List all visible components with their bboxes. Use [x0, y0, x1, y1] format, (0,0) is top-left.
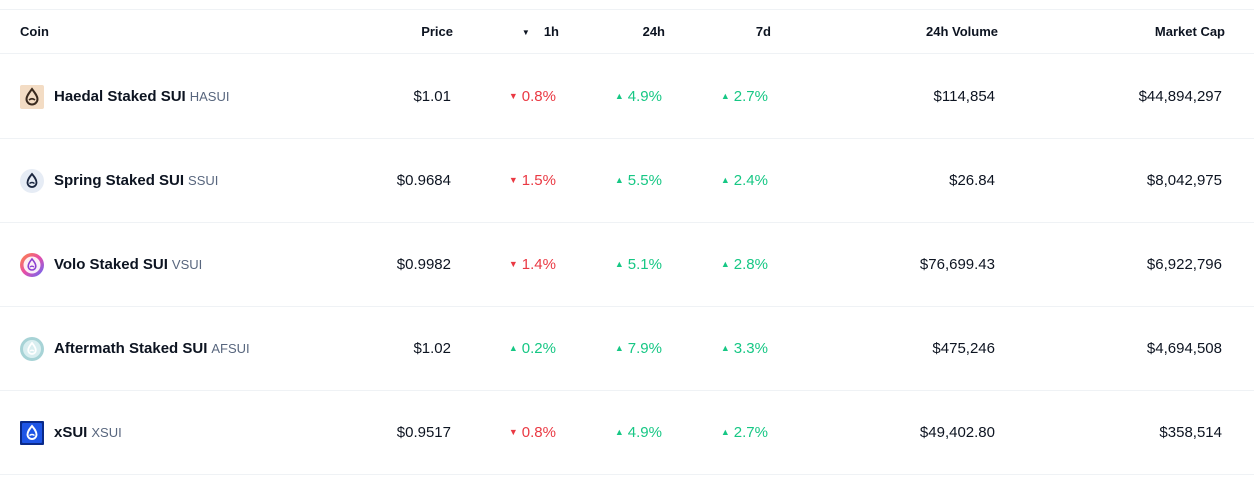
coin-name: Volo Staked SUI — [54, 256, 168, 273]
coin-volume: $49,402.80 — [919, 424, 995, 441]
change-1h: ▼ 0.8% — [509, 391, 556, 474]
change-24h: ▲ 5.1% — [615, 223, 662, 306]
change-1h-value: 0.8% — [521, 424, 556, 441]
header-24h-volume[interactable]: 24h Volume — [925, 24, 998, 39]
coin-volume: $76,699.43 — [919, 256, 995, 273]
change-1h: ▼ 1.5% — [509, 139, 556, 222]
table-top-border — [0, 9, 1254, 10]
change-1h-value: 1.5% — [521, 172, 556, 189]
table-row[interactable]: Aftermath Staked SUI AFSUI $1.02 ▲ 0.2% ▲ 7… — [0, 307, 1254, 391]
table-row[interactable]: xSUI XSUI $0.9517 ▼ 0.8% ▲ 4.9% ▲ 2.7% $49,4… — [0, 391, 1254, 475]
coin-symbol: SSUI — [188, 173, 219, 188]
coin-volume: $114,854 — [933, 88, 995, 105]
change-24h-value: 5.1% — [627, 256, 662, 273]
change-1h-value: 0.8% — [521, 88, 556, 105]
header-1h[interactable]: ▼ 1h — [522, 10, 559, 53]
change-1h-value: 1.4% — [521, 256, 556, 273]
coin-name-link[interactable]: Haedal Staked SUI HASUI — [54, 55, 229, 138]
coin-name: Aftermath Staked SUI — [54, 340, 208, 357]
caret-up-icon: ▲ — [614, 259, 624, 269]
change-7d-value: 2.8% — [733, 256, 768, 273]
table-row[interactable]: Volo Staked SUI VSUI $0.9982 ▼ 1.4% ▲ 5.1% … — [0, 223, 1254, 307]
header-price[interactable]: Price — [421, 24, 453, 39]
coin-symbol: AFSUI — [211, 341, 250, 356]
coin-price: $0.9982 — [396, 256, 451, 273]
coin-symbol: VSUI — [171, 257, 203, 272]
change-7d: ▲ 2.7% — [721, 391, 768, 474]
caret-down-icon: ▼ — [508, 259, 518, 269]
caret-up-icon: ▲ — [614, 175, 624, 185]
coin-symbol: XSUI — [91, 425, 122, 440]
coin-name: Haedal Staked SUI — [54, 88, 186, 105]
coin-volume: $475,246 — [932, 340, 995, 357]
coin-price: $1.02 — [413, 340, 451, 357]
coin-market-cap: $358,514 — [1159, 424, 1222, 441]
caret-down-icon: ▼ — [508, 427, 518, 437]
caret-up-icon: ▲ — [508, 343, 518, 353]
xsui-icon — [20, 421, 44, 445]
sort-descending-icon: ▼ — [521, 28, 530, 37]
change-1h-value: 0.2% — [521, 340, 556, 357]
caret-up-icon: ▲ — [614, 91, 624, 101]
coin-name-link[interactable]: xSUI XSUI — [54, 391, 122, 474]
change-7d: ▲ 2.4% — [721, 139, 768, 222]
coin-name-link[interactable]: Volo Staked SUI VSUI — [54, 223, 202, 306]
coin-name-link[interactable]: Spring Staked SUI SSUI — [54, 139, 218, 222]
change-7d-value: 2.7% — [733, 88, 768, 105]
volo-sui-icon — [20, 253, 44, 277]
caret-up-icon: ▲ — [720, 343, 730, 353]
header-1h-label: 1h — [543, 24, 559, 39]
header-coin[interactable]: Coin — [20, 24, 49, 39]
change-7d-value: 2.7% — [733, 424, 768, 441]
coin-price: $1.01 — [413, 88, 451, 105]
haedal-sui-icon — [20, 85, 44, 109]
coin-market-cap: $44,894,297 — [1138, 88, 1222, 105]
caret-up-icon: ▲ — [720, 427, 730, 437]
change-1h: ▼ 1.4% — [509, 223, 556, 306]
coin-market-cap: $4,694,508 — [1146, 340, 1222, 357]
caret-down-icon: ▼ — [508, 175, 518, 185]
caret-up-icon: ▲ — [720, 175, 730, 185]
caret-up-icon: ▲ — [614, 427, 624, 437]
header-7d[interactable]: 7d — [755, 24, 771, 39]
table-row[interactable]: Spring Staked SUI SSUI $0.9684 ▼ 1.5% ▲ 5.5… — [0, 139, 1254, 223]
caret-up-icon: ▲ — [614, 343, 624, 353]
coin-name: Spring Staked SUI — [54, 172, 185, 189]
coin-market-cap: $8,042,975 — [1146, 172, 1222, 189]
change-24h: ▲ 7.9% — [615, 307, 662, 390]
caret-up-icon: ▲ — [720, 91, 730, 101]
coin-volume: $26.84 — [949, 172, 995, 189]
change-24h: ▲ 4.9% — [615, 55, 662, 138]
change-24h-value: 7.9% — [627, 340, 662, 357]
change-24h-value: 4.9% — [627, 424, 662, 441]
coin-name-link[interactable]: Aftermath Staked SUI AFSUI — [54, 307, 250, 390]
change-7d: ▲ 2.8% — [721, 223, 768, 306]
change-24h-value: 5.5% — [627, 172, 662, 189]
coin-symbol: HASUI — [189, 89, 230, 104]
change-7d: ▲ 2.7% — [721, 55, 768, 138]
aftermath-sui-icon — [20, 337, 44, 361]
coin-market-cap: $6,922,796 — [1146, 256, 1222, 273]
header-24h[interactable]: 24h — [642, 24, 665, 39]
change-7d-value: 2.4% — [733, 172, 768, 189]
header-market-cap[interactable]: Market Cap — [1154, 24, 1225, 39]
change-1h: ▼ 0.8% — [509, 55, 556, 138]
coin-price: $0.9684 — [396, 172, 451, 189]
change-7d: ▲ 3.3% — [721, 307, 768, 390]
coin-price: $0.9517 — [396, 424, 451, 441]
table-row[interactable]: Haedal Staked SUI HASUI $1.01 ▼ 0.8% ▲ 4.9%… — [0, 55, 1254, 139]
change-24h-value: 4.9% — [627, 88, 662, 105]
coin-name: xSUI — [54, 424, 88, 441]
change-24h: ▲ 5.5% — [615, 139, 662, 222]
table-header: Coin Price ▼ 1h 24h 7d 24h Volume Market … — [0, 10, 1254, 54]
change-7d-value: 3.3% — [733, 340, 768, 357]
caret-up-icon: ▲ — [720, 259, 730, 269]
change-1h: ▲ 0.2% — [509, 307, 556, 390]
spring-sui-icon — [20, 169, 44, 193]
caret-down-icon: ▼ — [508, 91, 518, 101]
change-24h: ▲ 4.9% — [615, 391, 662, 474]
